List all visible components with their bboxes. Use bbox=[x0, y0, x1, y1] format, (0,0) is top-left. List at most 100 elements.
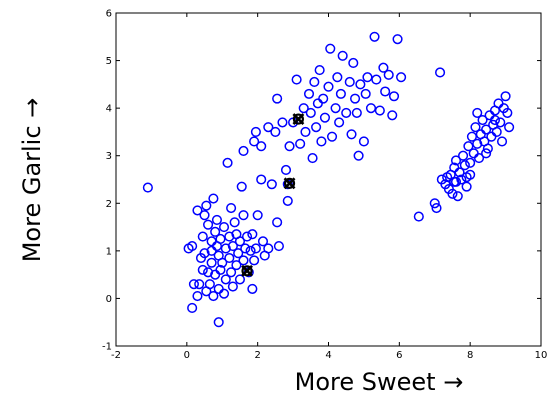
data-point bbox=[250, 126, 261, 137]
data-point bbox=[323, 81, 334, 92]
data-point bbox=[197, 264, 208, 275]
data-point bbox=[201, 200, 212, 211]
data-point bbox=[247, 283, 258, 294]
centroid-markers bbox=[241, 113, 305, 277]
data-point bbox=[472, 107, 483, 118]
data-point bbox=[241, 231, 253, 242]
data-point bbox=[217, 257, 228, 268]
data-point bbox=[220, 274, 231, 285]
data-point bbox=[282, 195, 293, 206]
data-point bbox=[213, 317, 224, 328]
data-point bbox=[334, 117, 345, 128]
data-point bbox=[326, 131, 338, 142]
data-point bbox=[351, 107, 362, 118]
data-point bbox=[481, 124, 492, 135]
data-point bbox=[461, 181, 472, 192]
data-point bbox=[231, 260, 242, 271]
data-point bbox=[249, 136, 260, 147]
y-tick-label: 6 bbox=[106, 9, 112, 20]
data-point bbox=[210, 226, 221, 237]
data-point bbox=[452, 191, 463, 202]
data-point bbox=[388, 91, 400, 102]
centroid-marker bbox=[241, 264, 253, 277]
data-point bbox=[496, 136, 508, 147]
x-tick-label: 4 bbox=[325, 350, 331, 361]
data-point bbox=[459, 160, 470, 171]
y-tick-label: 1 bbox=[106, 246, 112, 257]
data-point bbox=[220, 243, 231, 254]
data-point bbox=[337, 50, 348, 61]
data-point bbox=[355, 79, 366, 90]
data-point bbox=[266, 179, 277, 190]
y-tick-label: 5 bbox=[106, 56, 112, 67]
data-point bbox=[280, 164, 292, 176]
data-point bbox=[272, 217, 283, 228]
data-point bbox=[236, 181, 247, 192]
data-point bbox=[187, 302, 198, 313]
data-point bbox=[473, 153, 485, 164]
data-point bbox=[300, 126, 311, 137]
data-point bbox=[227, 241, 238, 252]
data-point bbox=[238, 210, 249, 221]
data-point bbox=[378, 62, 389, 73]
data-point bbox=[284, 141, 295, 152]
data-point bbox=[249, 255, 260, 266]
centroid-marker bbox=[283, 177, 296, 190]
data-point bbox=[307, 153, 318, 164]
data-point bbox=[263, 243, 274, 254]
x-tick-label: 2 bbox=[254, 350, 260, 361]
data-point bbox=[303, 88, 315, 99]
data-point bbox=[325, 43, 336, 54]
data-point bbox=[392, 34, 403, 45]
data-point bbox=[218, 222, 230, 233]
data-point bbox=[374, 105, 385, 116]
data-point bbox=[291, 74, 302, 85]
data-point bbox=[346, 129, 357, 140]
data-point bbox=[272, 93, 283, 104]
data-point bbox=[456, 174, 467, 185]
data-point bbox=[295, 138, 306, 149]
data-point bbox=[203, 267, 214, 278]
y-tick-label: 0 bbox=[106, 294, 112, 305]
data-point bbox=[413, 211, 424, 222]
data-point bbox=[491, 126, 502, 137]
data-point bbox=[369, 31, 380, 42]
data-point bbox=[495, 117, 506, 128]
data-point bbox=[465, 157, 476, 168]
data-point bbox=[500, 91, 511, 102]
data-point bbox=[502, 107, 513, 118]
data-point bbox=[365, 103, 377, 114]
data-point bbox=[247, 229, 258, 240]
data-point bbox=[229, 217, 240, 228]
data-point bbox=[277, 117, 288, 128]
data-point bbox=[203, 219, 214, 230]
y-tick-label: -1 bbox=[102, 342, 112, 353]
data-point bbox=[316, 136, 327, 147]
data-point bbox=[454, 167, 465, 178]
data-point bbox=[477, 114, 488, 126]
data-point bbox=[197, 231, 208, 242]
data-point bbox=[344, 76, 355, 88]
data-point bbox=[332, 72, 343, 83]
x-tick-label: -2 bbox=[111, 350, 121, 361]
data-point bbox=[224, 252, 235, 264]
plot-area bbox=[115, 12, 542, 347]
data-point bbox=[208, 193, 219, 204]
data-point bbox=[245, 245, 256, 256]
data-point bbox=[311, 122, 322, 133]
data-point bbox=[309, 76, 320, 88]
y-tick-label: 4 bbox=[106, 104, 112, 115]
data-point bbox=[362, 72, 373, 83]
data-point bbox=[206, 257, 217, 268]
data-point bbox=[371, 74, 382, 85]
data-points bbox=[142, 31, 515, 328]
data-point bbox=[257, 236, 269, 247]
data-point bbox=[298, 103, 309, 114]
data-point bbox=[387, 110, 398, 121]
data-point bbox=[215, 233, 226, 245]
data-point bbox=[226, 267, 237, 278]
data-point bbox=[330, 103, 341, 114]
data-point bbox=[224, 231, 235, 242]
data-point bbox=[199, 248, 210, 259]
x-tick-label: 0 bbox=[184, 350, 190, 361]
